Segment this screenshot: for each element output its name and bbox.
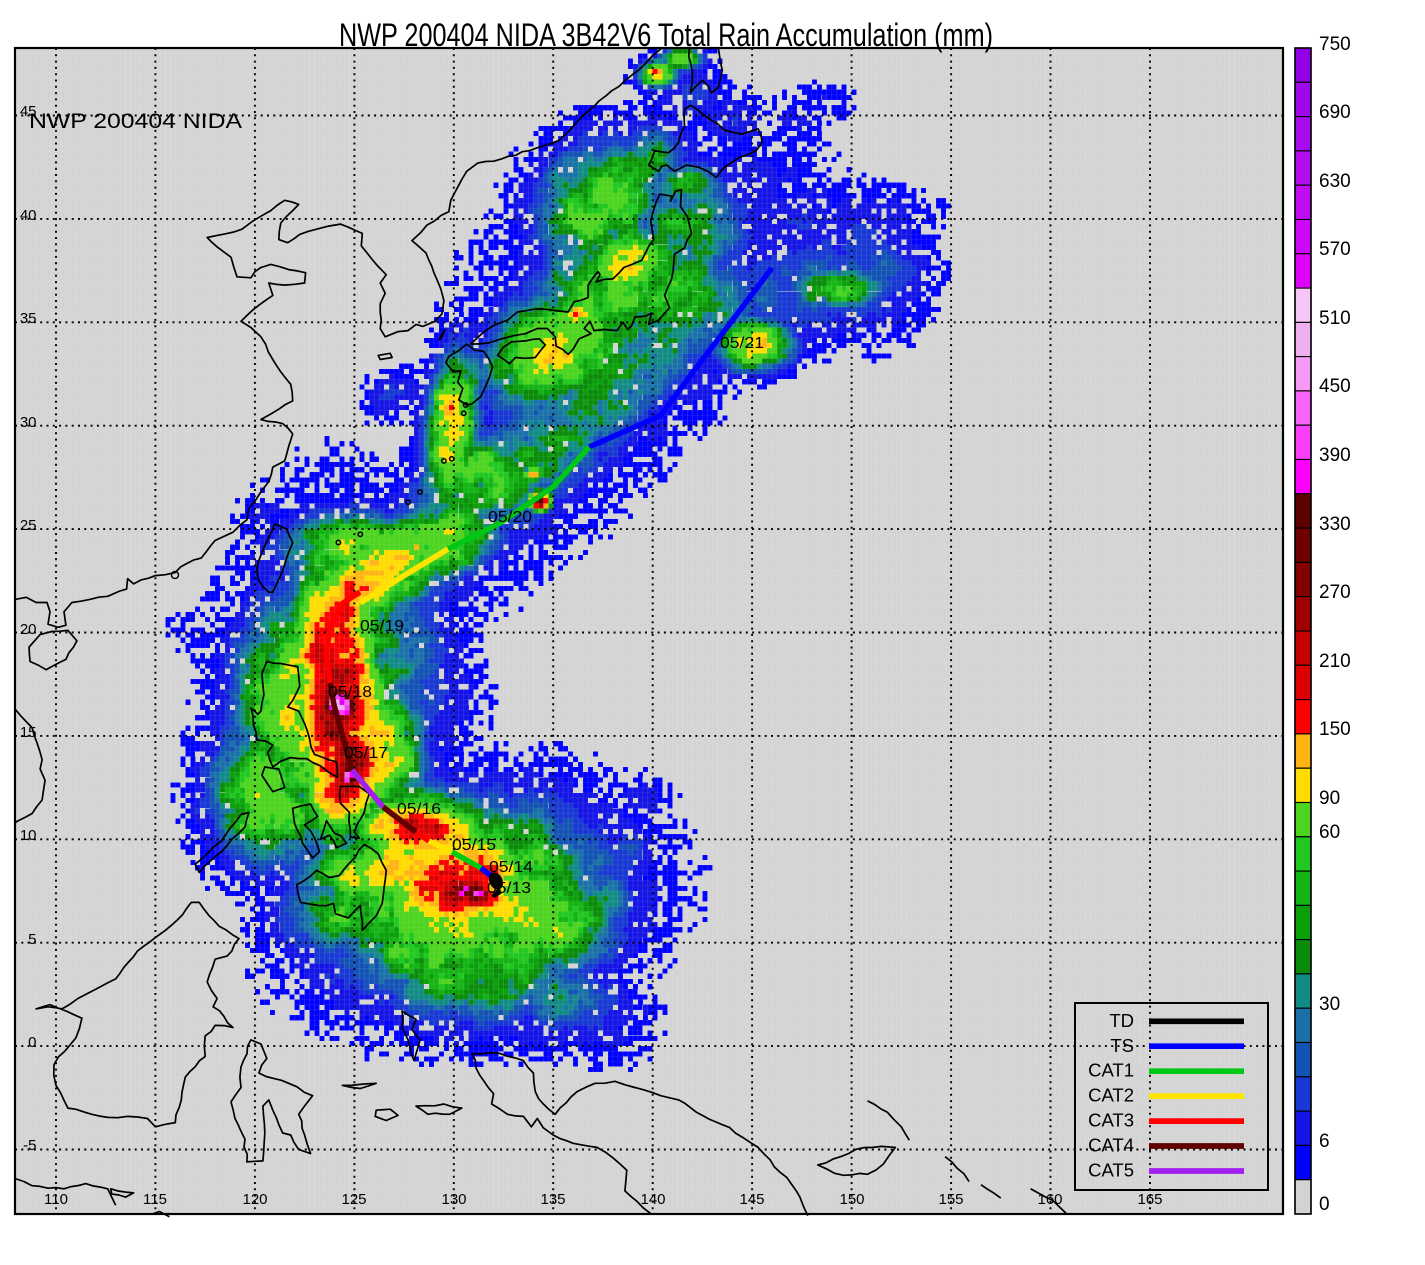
svg-text:140: 140 xyxy=(640,1191,665,1208)
svg-text:CAT3: CAT3 xyxy=(1088,1110,1134,1131)
svg-text:130: 130 xyxy=(441,1191,466,1208)
svg-text:270: 270 xyxy=(1319,582,1351,603)
svg-text:630: 630 xyxy=(1319,171,1351,192)
svg-text:05/15: 05/15 xyxy=(452,837,496,854)
svg-text:05/13: 05/13 xyxy=(487,880,531,897)
svg-text:CAT4: CAT4 xyxy=(1088,1135,1134,1156)
svg-text:-5: -5 xyxy=(23,1137,36,1154)
svg-text:10: 10 xyxy=(20,827,37,844)
svg-text:450: 450 xyxy=(1319,376,1351,397)
svg-text:690: 690 xyxy=(1319,102,1351,123)
svg-text:NWP 200404 NIDA: NWP 200404 NIDA xyxy=(29,109,243,133)
svg-text:120: 120 xyxy=(242,1191,267,1208)
svg-text:165: 165 xyxy=(1137,1191,1162,1208)
svg-text:CAT2: CAT2 xyxy=(1088,1085,1134,1106)
svg-text:05/14: 05/14 xyxy=(489,859,533,876)
svg-text:0: 0 xyxy=(28,1034,36,1051)
svg-text:5: 5 xyxy=(28,931,36,948)
svg-text:110: 110 xyxy=(44,1191,68,1208)
svg-text:20: 20 xyxy=(20,621,37,638)
svg-text:90: 90 xyxy=(1319,788,1340,809)
svg-text:60: 60 xyxy=(1319,822,1340,843)
svg-text:6: 6 xyxy=(1319,1131,1330,1152)
svg-text:30: 30 xyxy=(20,414,37,431)
svg-text:510: 510 xyxy=(1319,308,1351,329)
svg-text:05/17: 05/17 xyxy=(344,745,388,762)
svg-text:750: 750 xyxy=(1319,34,1351,55)
svg-text:160: 160 xyxy=(1037,1191,1062,1208)
svg-text:05/20: 05/20 xyxy=(488,509,532,526)
svg-text:210: 210 xyxy=(1319,651,1351,672)
svg-text:05/18: 05/18 xyxy=(328,684,372,701)
svg-text:TS: TS xyxy=(1110,1035,1134,1056)
svg-text:135: 135 xyxy=(540,1191,565,1208)
svg-text:150: 150 xyxy=(1319,719,1351,740)
svg-text:390: 390 xyxy=(1319,445,1351,466)
svg-text:15: 15 xyxy=(20,724,37,741)
svg-text:155: 155 xyxy=(938,1191,963,1208)
svg-text:115: 115 xyxy=(143,1191,167,1208)
svg-text:45: 45 xyxy=(20,103,37,120)
svg-text:145: 145 xyxy=(739,1191,764,1208)
svg-text:05/21: 05/21 xyxy=(720,335,764,352)
svg-text:150: 150 xyxy=(839,1191,864,1208)
svg-text:125: 125 xyxy=(341,1191,366,1208)
svg-text:25: 25 xyxy=(20,517,37,534)
svg-text:35: 35 xyxy=(20,310,37,327)
svg-text:570: 570 xyxy=(1319,239,1351,260)
svg-text:0: 0 xyxy=(1319,1194,1330,1215)
svg-text:330: 330 xyxy=(1319,514,1351,535)
svg-text:30: 30 xyxy=(1319,994,1340,1015)
svg-text:40: 40 xyxy=(20,207,37,224)
svg-text:TD: TD xyxy=(1109,1010,1134,1031)
svg-text:05/19: 05/19 xyxy=(360,618,404,635)
svg-text:05/16: 05/16 xyxy=(397,801,441,818)
svg-text:CAT1: CAT1 xyxy=(1088,1060,1134,1081)
svg-text:CAT5: CAT5 xyxy=(1088,1160,1134,1181)
